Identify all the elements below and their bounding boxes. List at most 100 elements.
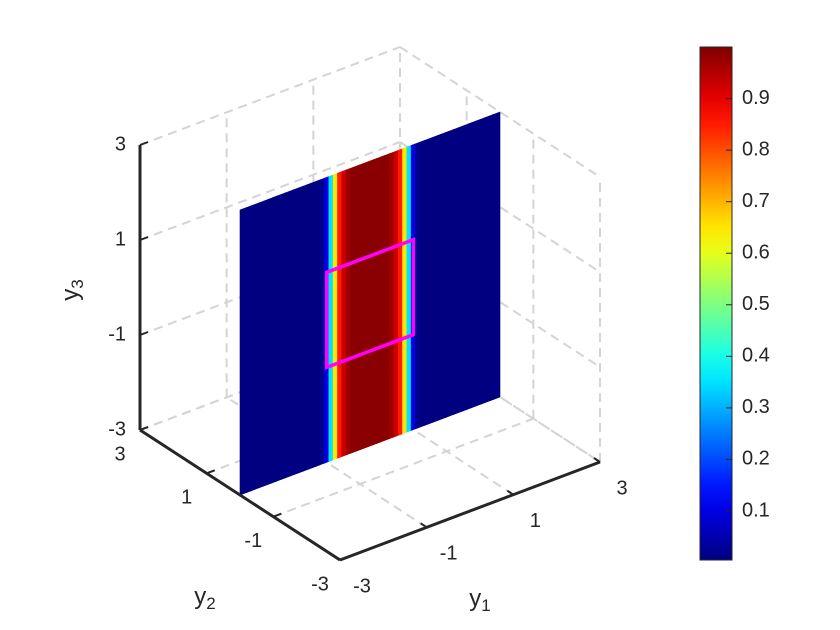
slice-strip <box>449 128 455 417</box>
x-axis-label: y1 <box>469 585 490 615</box>
colorbar-tick-label: 0.8 <box>742 138 770 160</box>
slice-strip <box>471 120 477 409</box>
slice-strip <box>280 192 286 480</box>
slice-strip <box>315 179 321 467</box>
y-tick-label: -3 <box>311 573 329 595</box>
region-box <box>324 237 416 370</box>
y-tick-label: 3 <box>114 443 125 465</box>
slice-strip <box>406 145 412 433</box>
colorbar-tick-label: 0.1 <box>742 499 770 521</box>
z-label-text: y <box>57 289 84 301</box>
slice-strip <box>419 140 425 428</box>
z-tick-label: 1 <box>115 228 126 250</box>
slice-strip <box>345 167 351 456</box>
slice-strip <box>341 169 347 458</box>
colorbar-tick-label: 0.7 <box>742 190 770 212</box>
slice-strip <box>285 190 291 479</box>
colorbar-tick-label: 0.2 <box>742 448 770 470</box>
y-label-text: y <box>194 583 206 610</box>
x-label-text: y <box>469 585 481 612</box>
slice-strip <box>393 149 399 438</box>
x-tick <box>506 489 514 496</box>
x-label-sub: 1 <box>481 596 490 615</box>
z-tick-label: -3 <box>108 418 126 440</box>
colorbar-tick-label: 0.3 <box>742 396 770 418</box>
slice-strip <box>272 195 278 484</box>
z-tick-label: -1 <box>108 323 126 345</box>
slice-strip <box>358 163 364 451</box>
slice-strip <box>488 114 494 402</box>
grid-line <box>139 46 401 146</box>
slice-strip <box>289 189 295 477</box>
colorbar-tick-label: 0.6 <box>742 242 770 264</box>
slice-strip <box>432 135 438 423</box>
slice-strip <box>241 207 247 495</box>
slice-strip <box>263 198 269 487</box>
slice-strip <box>423 138 429 427</box>
slice-strip <box>363 161 369 449</box>
y-tick-label: -1 <box>244 530 262 552</box>
slice-strip <box>484 115 490 404</box>
slice-strip <box>293 187 299 476</box>
grid-line <box>399 331 601 463</box>
x-tick <box>333 555 341 561</box>
slice-strip <box>462 123 468 412</box>
colorbar-tick-label: 0.4 <box>742 345 770 367</box>
slice-strip <box>298 185 304 474</box>
slice-strip <box>436 133 442 422</box>
slice-strip <box>454 127 460 415</box>
slice-strip <box>384 153 390 441</box>
slice-strip <box>441 131 447 420</box>
slice-strip <box>306 182 312 471</box>
y-tick-label: 1 <box>181 487 192 509</box>
slice-strip <box>250 203 256 492</box>
slice-strip <box>497 111 501 399</box>
slice-strip <box>397 148 403 436</box>
x-axis <box>339 460 601 562</box>
slice-strip <box>493 112 499 400</box>
slice-strip <box>311 180 317 469</box>
x-tick <box>593 457 601 463</box>
grid-line <box>399 141 601 273</box>
x-tick-label: -1 <box>440 543 458 565</box>
z-tick-label: 3 <box>115 133 126 155</box>
slice-strip <box>302 184 308 472</box>
slice <box>239 111 501 496</box>
slice-strip <box>328 174 334 462</box>
z-axis-label: y3 <box>57 279 87 300</box>
slice-strip <box>467 122 473 410</box>
y-tick <box>206 469 216 475</box>
slice-strip <box>267 197 273 485</box>
slice-strip <box>337 171 343 459</box>
slice-strip <box>259 200 265 489</box>
slice-strip <box>376 156 382 444</box>
slice-strip <box>367 159 373 448</box>
slice-strip <box>402 146 408 435</box>
x-tick <box>420 522 428 529</box>
slice-strip <box>354 164 360 453</box>
x-tick-label: 1 <box>530 510 541 532</box>
slice-strip <box>371 158 377 446</box>
colorbar-scale <box>699 46 733 561</box>
slice-strip <box>389 151 395 440</box>
y-axis <box>139 428 341 562</box>
z-tick <box>139 141 149 146</box>
slice-strip <box>445 130 451 418</box>
y-axis-label: y2 <box>194 583 215 613</box>
slice-strip <box>350 166 356 454</box>
slice-strip <box>480 117 486 405</box>
colorbar-tick-label: 0.5 <box>742 293 770 315</box>
slice-strip <box>246 205 252 493</box>
slice-strip <box>254 202 260 490</box>
colorbar-tick-label: 0.9 <box>742 87 770 109</box>
y-tick <box>139 426 149 431</box>
slice-strip <box>415 141 421 430</box>
axes: -3 -1 1 3 -3 -1 1 3 -3 -1 1 3 <box>108 133 627 597</box>
z-tick <box>139 236 149 241</box>
slice-strip <box>458 125 464 413</box>
slice-strip <box>319 177 325 466</box>
z-tick <box>139 331 149 336</box>
grid-line <box>399 236 601 368</box>
x-tick-label: 3 <box>616 477 627 499</box>
